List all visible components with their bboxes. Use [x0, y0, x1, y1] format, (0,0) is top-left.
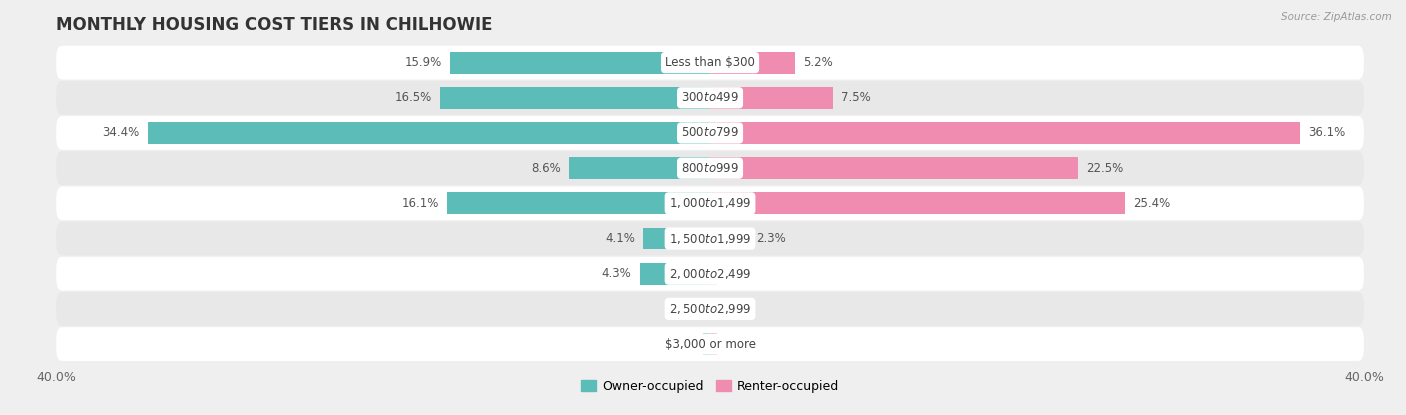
FancyBboxPatch shape — [56, 222, 1364, 255]
Text: 22.5%: 22.5% — [1085, 162, 1123, 175]
Text: Less than $300: Less than $300 — [665, 56, 755, 69]
Bar — [710, 298, 717, 320]
FancyBboxPatch shape — [56, 257, 1364, 290]
FancyBboxPatch shape — [56, 116, 1364, 150]
FancyBboxPatch shape — [56, 327, 1364, 361]
FancyBboxPatch shape — [56, 46, 1364, 80]
Text: 16.1%: 16.1% — [401, 197, 439, 210]
Text: $2,500 to $2,999: $2,500 to $2,999 — [669, 302, 751, 316]
Bar — [703, 333, 710, 355]
Text: MONTHLY HOUSING COST TIERS IN CHILHOWIE: MONTHLY HOUSING COST TIERS IN CHILHOWIE — [56, 16, 492, 34]
Text: $2,000 to $2,499: $2,000 to $2,499 — [669, 267, 751, 281]
Text: $3,000 or more: $3,000 or more — [665, 337, 755, 351]
Text: 2.3%: 2.3% — [756, 232, 786, 245]
Text: 4.1%: 4.1% — [605, 232, 636, 245]
Bar — [440, 87, 710, 109]
Text: $500 to $799: $500 to $799 — [681, 127, 740, 139]
Text: 8.6%: 8.6% — [531, 162, 561, 175]
Text: $1,500 to $1,999: $1,500 to $1,999 — [669, 232, 751, 246]
Bar — [710, 122, 1301, 144]
Text: 25.4%: 25.4% — [1133, 197, 1171, 210]
Bar — [450, 52, 710, 73]
FancyBboxPatch shape — [56, 292, 1364, 326]
Text: 5.2%: 5.2% — [803, 56, 832, 69]
Text: $1,000 to $1,499: $1,000 to $1,499 — [669, 196, 751, 210]
Bar — [710, 87, 832, 109]
Text: $300 to $499: $300 to $499 — [681, 91, 740, 104]
Text: 4.3%: 4.3% — [602, 267, 631, 280]
Bar — [710, 52, 794, 73]
Bar — [710, 333, 717, 355]
Text: 7.5%: 7.5% — [841, 91, 870, 104]
Bar — [447, 193, 710, 214]
FancyBboxPatch shape — [56, 81, 1364, 115]
Bar — [710, 227, 748, 249]
Text: $800 to $999: $800 to $999 — [681, 162, 740, 175]
Bar — [643, 227, 710, 249]
FancyBboxPatch shape — [56, 186, 1364, 220]
Bar — [710, 193, 1125, 214]
Bar — [148, 122, 710, 144]
Legend: Owner-occupied, Renter-occupied: Owner-occupied, Renter-occupied — [575, 375, 845, 398]
Text: 34.4%: 34.4% — [103, 127, 139, 139]
Bar — [710, 157, 1078, 179]
Text: Source: ZipAtlas.com: Source: ZipAtlas.com — [1281, 12, 1392, 22]
Text: 0.0%: 0.0% — [724, 267, 755, 280]
Text: 36.1%: 36.1% — [1308, 127, 1346, 139]
Bar — [710, 263, 717, 285]
Text: 16.5%: 16.5% — [395, 91, 432, 104]
Text: 0.0%: 0.0% — [724, 337, 755, 351]
Text: 0.0%: 0.0% — [724, 303, 755, 315]
Text: 15.9%: 15.9% — [405, 56, 441, 69]
FancyBboxPatch shape — [56, 151, 1364, 185]
Bar — [569, 157, 710, 179]
Text: 0.0%: 0.0% — [665, 337, 696, 351]
Bar — [640, 263, 710, 285]
Text: 0.0%: 0.0% — [665, 303, 696, 315]
Bar — [703, 298, 710, 320]
